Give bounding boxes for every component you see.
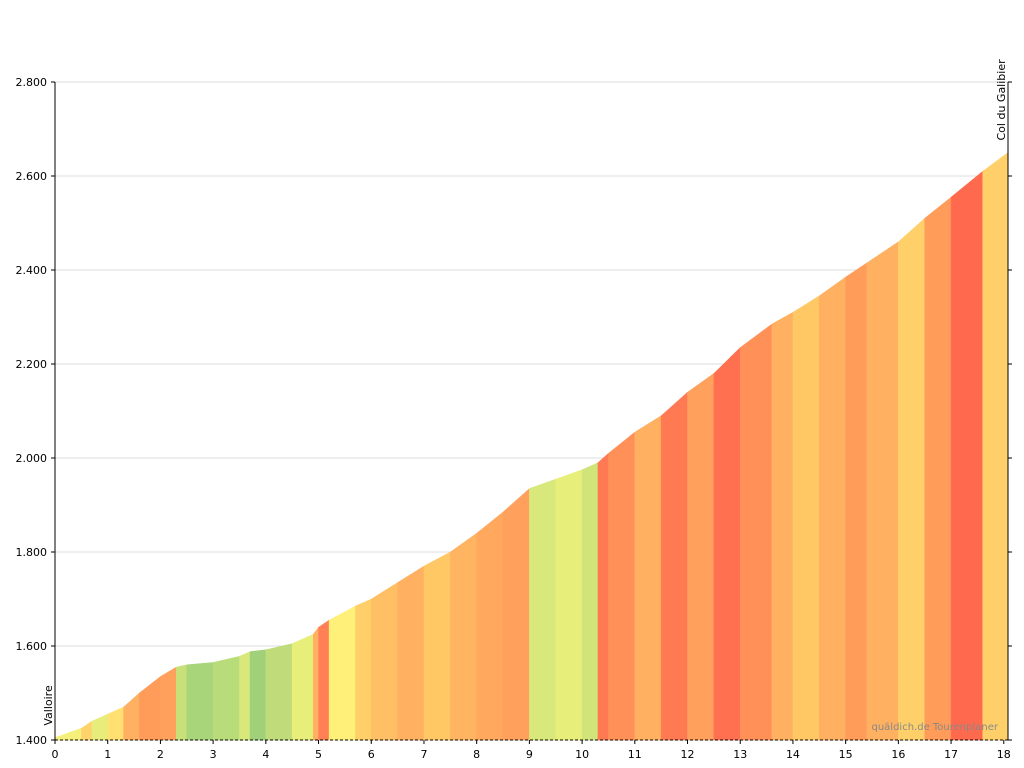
- area-segment: [355, 598, 372, 741]
- y-tick-label: 1.800: [16, 546, 48, 559]
- x-tick-label: 1: [104, 748, 111, 761]
- area-segment: [249, 649, 267, 741]
- area-segment: [634, 415, 662, 741]
- area-segment: [608, 431, 636, 741]
- area-segment: [123, 692, 140, 741]
- area-segment: [476, 511, 504, 741]
- area-segment: [313, 626, 319, 741]
- y-tick-label: 2.800: [16, 76, 48, 89]
- area-segment: [529, 478, 556, 741]
- area-segment: [866, 241, 899, 741]
- area-segment: [555, 469, 583, 741]
- x-tick-label: 18: [997, 748, 1011, 761]
- x-tick-label: 4: [262, 748, 269, 761]
- x-tick-label: 9: [526, 748, 533, 761]
- y-tick-label: 1.400: [16, 734, 48, 747]
- x-tick-label: 2: [157, 748, 164, 761]
- area-segment: [687, 372, 715, 741]
- area-segment: [291, 633, 314, 741]
- watermark: quäldich.de Tourenplaner: [871, 722, 998, 733]
- area-segment: [265, 643, 293, 741]
- area-segment: [239, 651, 251, 741]
- x-tick-label: 16: [891, 748, 905, 761]
- area-segment: [212, 656, 240, 741]
- area-segment: [139, 676, 161, 741]
- annotation: Col du Galibier: [995, 59, 1008, 141]
- x-tick-label: 17: [944, 748, 958, 761]
- area-segment: [982, 152, 1009, 741]
- area-segment: [739, 323, 773, 741]
- area-segment: [371, 582, 398, 741]
- x-tick-label: 6: [368, 748, 375, 761]
- x-tick-label: 7: [420, 748, 427, 761]
- area-segment: [160, 666, 177, 741]
- y-tick-label: 1.600: [16, 640, 48, 653]
- area-segment: [792, 295, 820, 741]
- area-segment: [328, 605, 356, 741]
- x-tick-label: 13: [733, 748, 747, 761]
- area-segment: [819, 276, 846, 741]
- area-segment: [81, 720, 93, 741]
- area-segment: [660, 391, 688, 741]
- area-segment: [771, 311, 794, 741]
- area-segment: [175, 664, 188, 741]
- area-segment: [91, 713, 108, 741]
- x-tick-label: 3: [210, 748, 217, 761]
- area-segment: [502, 487, 530, 741]
- area-segment: [597, 452, 609, 741]
- y-tick-label: 2.600: [16, 170, 48, 183]
- area-segment: [186, 662, 214, 741]
- area-segment: [898, 217, 925, 741]
- area-segment: [845, 262, 867, 741]
- x-tick-label: 14: [786, 748, 800, 761]
- area-segment: [318, 619, 330, 741]
- area-segment: [397, 565, 425, 741]
- x-tick-label: 15: [839, 748, 853, 761]
- x-tick-label: 5: [315, 748, 322, 761]
- annotation: Valloire: [42, 685, 55, 726]
- area-segment: [924, 196, 952, 741]
- area-segment: [423, 551, 451, 741]
- y-tick-label: 2.200: [16, 358, 48, 371]
- area-segment: [450, 532, 477, 741]
- x-tick-label: 0: [52, 748, 59, 761]
- area-segment: [950, 170, 983, 741]
- x-tick-label: 12: [681, 748, 695, 761]
- area-segment: [107, 706, 124, 741]
- area-segment: [713, 346, 741, 741]
- x-tick-label: 11: [628, 748, 642, 761]
- area-segment: [581, 462, 599, 741]
- y-tick-label: 2.000: [16, 452, 48, 465]
- area-segment: [54, 727, 82, 741]
- y-tick-label: 2.400: [16, 264, 48, 277]
- x-tick-label: 8: [473, 748, 480, 761]
- x-tick-label: 10: [575, 748, 589, 761]
